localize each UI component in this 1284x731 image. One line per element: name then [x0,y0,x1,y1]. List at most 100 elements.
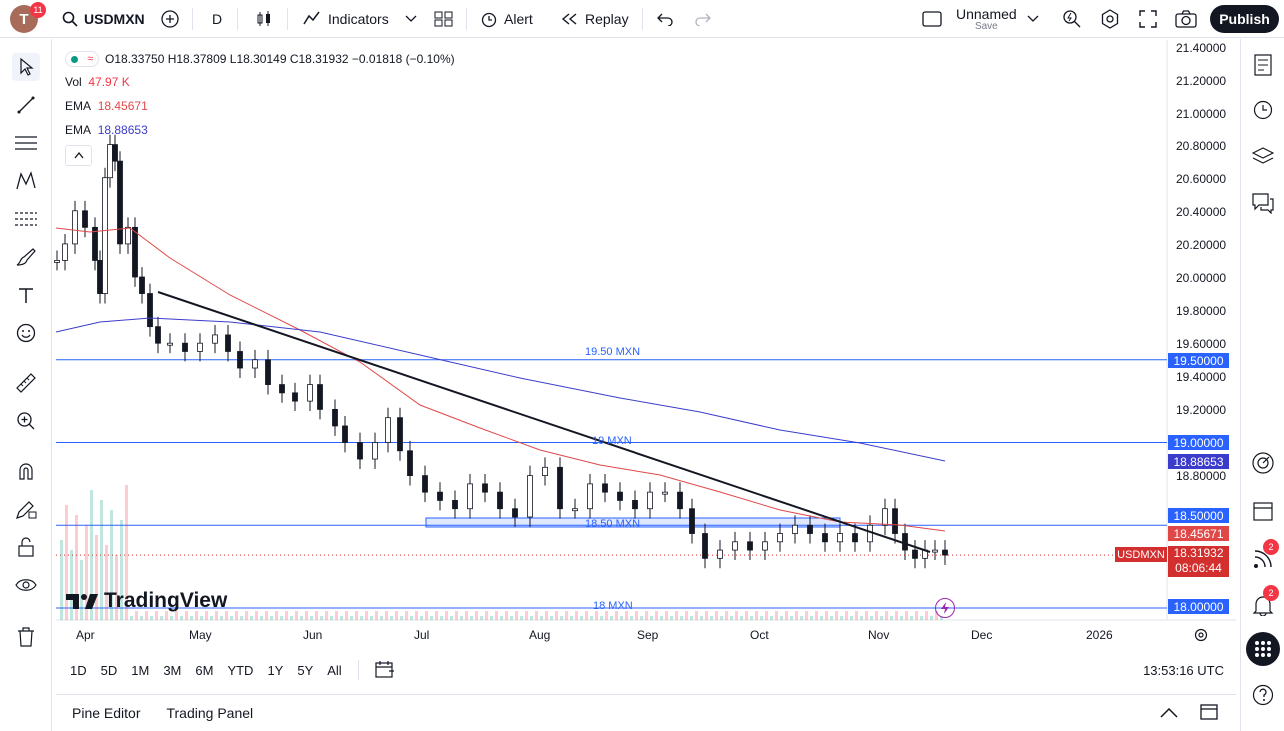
search-icon [62,11,78,27]
volume-bar [510,616,513,620]
settings-button[interactable] [1100,0,1120,38]
volume-bar [435,611,438,620]
range-1d[interactable]: 1D [70,662,87,678]
hide-drawings-tool[interactable] [12,571,40,599]
layout-button[interactable] [922,0,942,38]
cursor-arrow-icon [20,58,34,76]
watchlist-button[interactable] [1249,51,1277,79]
range-5d[interactable]: 5D [100,662,118,678]
collapse-legend-button[interactable] [65,145,92,166]
remove-drawings-tool[interactable] [12,623,40,651]
candle-body [587,483,593,510]
horizontal-lines-icon [15,136,37,150]
range-1y[interactable]: 1Y [267,662,284,678]
candle-body [372,442,378,460]
downtrend-line [157,291,931,553]
tab-pine-editor[interactable]: Pine Editor [72,705,141,721]
fullscreen-button[interactable] [1139,0,1157,38]
layouts-button[interactable] [434,0,454,38]
zoom-tool[interactable] [12,407,40,435]
brush-tool[interactable] [12,243,40,271]
trend-line-tool[interactable] [12,91,40,119]
time-axis-settings-button[interactable] [1194,628,1208,647]
range-all[interactable]: All [327,662,342,678]
range-3m[interactable]: 3M [163,662,182,678]
ideas-button[interactable] [1249,449,1277,477]
y-tick: 21.00000 [1176,107,1227,121]
publish-button[interactable]: Publish [1210,5,1279,33]
chevron-down-icon [1027,15,1039,22]
compare-symbol-button[interactable] [160,0,180,38]
chat-icon [1252,193,1274,214]
volume-bar [540,616,543,620]
expand-panel-button[interactable] [1160,705,1178,721]
volume-bar [445,611,448,620]
emoji-tool[interactable] [12,319,40,347]
level-price-1800: 18.00000 [1168,599,1229,614]
candle-body [102,177,108,294]
measure-tool[interactable] [12,369,40,397]
range-6m[interactable]: 6M [195,662,214,678]
y-tick: 19.60000 [1176,337,1227,351]
pattern-tool[interactable] [12,167,40,195]
help-button[interactable] [1249,681,1277,709]
volume-bar [605,611,608,620]
tab-trading-panel[interactable]: Trading Panel [166,705,254,721]
event-marker[interactable] [935,598,955,618]
lock-drawings-tool[interactable] [12,533,40,561]
chats-button[interactable] [1249,189,1277,217]
volume-bar [220,616,223,620]
range-1m[interactable]: 1M [131,662,150,678]
undo-button[interactable] [656,0,674,38]
candle-body [882,508,888,526]
clock-display[interactable]: 13:53:16 UTC [1143,662,1224,678]
volume-bar [550,616,553,620]
quick-search-button[interactable] [1062,0,1082,38]
magnet-tool[interactable] [12,457,40,485]
fib-tool[interactable] [12,205,40,233]
interval-button[interactable]: D [212,11,223,27]
chart-type-button[interactable] [255,0,273,38]
alerts-button[interactable] [1249,95,1277,123]
replay-button[interactable]: Replay [561,0,629,38]
snapshot-button[interactable] [1175,0,1197,38]
zoom-in-icon [17,412,35,430]
stay-in-drawing-mode-tool[interactable] [12,495,40,523]
range-ytd[interactable]: YTD [227,662,254,678]
calendar-button[interactable] [1249,497,1277,525]
volume-bar [185,611,188,620]
tradingview-watermark[interactable]: TradingView [66,589,227,613]
y-tick: 21.20000 [1176,74,1227,88]
news-stream-button[interactable] [1249,545,1277,573]
object-tree-button[interactable] [1249,143,1277,171]
alert-button[interactable]: Alert [480,0,533,38]
maximize-panel-button[interactable] [1200,703,1218,723]
go-to-date-button[interactable] [375,660,395,681]
candle-body [97,260,103,294]
volume-bar [745,611,748,620]
layout-menu-dropdown[interactable] [1027,0,1039,38]
symbol-search[interactable]: USDMXN [62,0,145,38]
wave-icon: ≈ [87,53,94,65]
apps-grid-icon [1255,641,1271,657]
candle-body [139,276,145,294]
candle-body [197,342,203,352]
layers-icon [1252,147,1274,164]
indicator-templates-dropdown[interactable] [405,0,417,38]
gear-icon [1194,628,1208,642]
level-price-1850: 18.50000 [1168,508,1229,523]
redo-button[interactable] [694,0,712,38]
indicators-button[interactable]: Indicators [302,0,389,38]
market-status[interactable]: ≈ [65,51,99,67]
add-circle-icon [161,10,179,28]
horizontal-lines-tool[interactable] [12,129,40,157]
products-button[interactable] [1246,632,1280,666]
layout-name[interactable]: Unnamed Save [956,6,1017,32]
range-5y[interactable]: 5Y [297,662,314,678]
x-tick: Dec [971,628,993,642]
candle-body [837,533,843,543]
volume-bar [635,611,638,620]
text-tool[interactable] [12,281,40,309]
cursor-tool[interactable] [12,53,40,81]
